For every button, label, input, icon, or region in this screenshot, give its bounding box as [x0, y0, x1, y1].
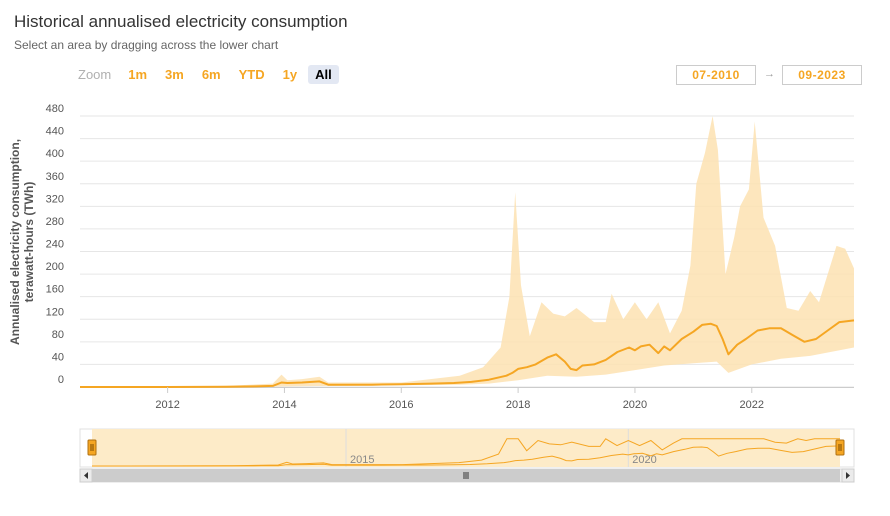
zoom-label: Zoom — [78, 67, 112, 82]
band-area — [80, 116, 854, 387]
zoom-1y-button[interactable]: 1y — [282, 67, 298, 82]
range-arrow-icon: → — [764, 68, 775, 80]
chart-title: Historical annualised electricity consum… — [14, 12, 348, 31]
y-tick-label-400: 400 — [46, 148, 64, 160]
zoom-6m-button[interactable]: 6m — [201, 67, 221, 82]
x-tick-label-2020: 2020 — [623, 399, 647, 411]
scroll-right-arrow-icon — [846, 472, 850, 479]
y-tick-label-480: 480 — [46, 103, 64, 115]
y-axis-ticks: 0 40 80 120 160 200 240 280 320 360 400 440 480 — [46, 103, 64, 386]
y-tick-label-160: 160 — [46, 284, 64, 296]
navigator-scrollbar[interactable] — [79, 468, 855, 483]
zoom-1m-button[interactable]: 1m — [128, 67, 148, 82]
y-tick-label-120: 120 — [46, 306, 64, 318]
y-tick-label-40: 40 — [52, 351, 64, 363]
chart-subtitle: Select an area by dragging across the lo… — [14, 38, 279, 52]
y-axis-label-line1: Annualised electricity consumption, — [8, 139, 22, 345]
y-axis-label-line2: terawatt-hours (TWh) — [22, 182, 36, 303]
zoom-selector: Zoom 1m 3m 6m YTD 1y All — [78, 65, 339, 84]
x-tick-label-2012: 2012 — [155, 399, 179, 411]
y-tick-label-0: 0 — [58, 374, 64, 386]
range-to-input[interactable]: 09-2023 — [782, 65, 862, 85]
y-tick-label-240: 240 — [46, 239, 64, 251]
handle-body — [87, 439, 97, 456]
x-tick-label-2022: 2022 — [740, 399, 764, 411]
y-tick-label-80: 80 — [52, 329, 64, 341]
navigator-left-handle[interactable] — [87, 439, 97, 456]
navigator-tick-label-2020: 2020 — [632, 454, 656, 466]
navigator-series-line — [92, 445, 841, 467]
series-line — [80, 319, 855, 388]
range-from-input[interactable]: 07-2010 — [676, 65, 756, 85]
y-tick-label-360: 360 — [46, 171, 64, 183]
zoom-ytd-button[interactable]: YTD — [238, 67, 265, 82]
x-tick-label-2014: 2014 — [272, 399, 296, 411]
scroll-left-arrow-icon — [84, 472, 88, 479]
navigator-selection — [92, 429, 840, 467]
zoom-3m-button[interactable]: 3m — [165, 67, 184, 82]
x-tick-label-2016: 2016 — [389, 399, 413, 411]
navigator-upper-line — [91, 438, 840, 467]
x-axis-ticks: 2012 2014 2016 2018 2020 2022 — [155, 387, 764, 411]
navigator[interactable]: 2015 2020 — [79, 428, 855, 483]
y-tick-label-200: 200 — [46, 261, 64, 273]
consumption-range-band — [80, 116, 854, 387]
navigator-right-handle[interactable] — [835, 439, 845, 456]
zoom-all-button[interactable]: All — [308, 65, 339, 84]
navigator-tick-label-2015: 2015 — [350, 454, 374, 466]
y-tick-label-440: 440 — [46, 126, 64, 138]
y-tick-label-280: 280 — [46, 216, 64, 228]
x-tick-label-2018: 2018 — [506, 399, 530, 411]
consumption-estimate-line — [80, 319, 855, 388]
y-tick-label-320: 320 — [46, 193, 64, 205]
handle-body — [835, 439, 845, 456]
